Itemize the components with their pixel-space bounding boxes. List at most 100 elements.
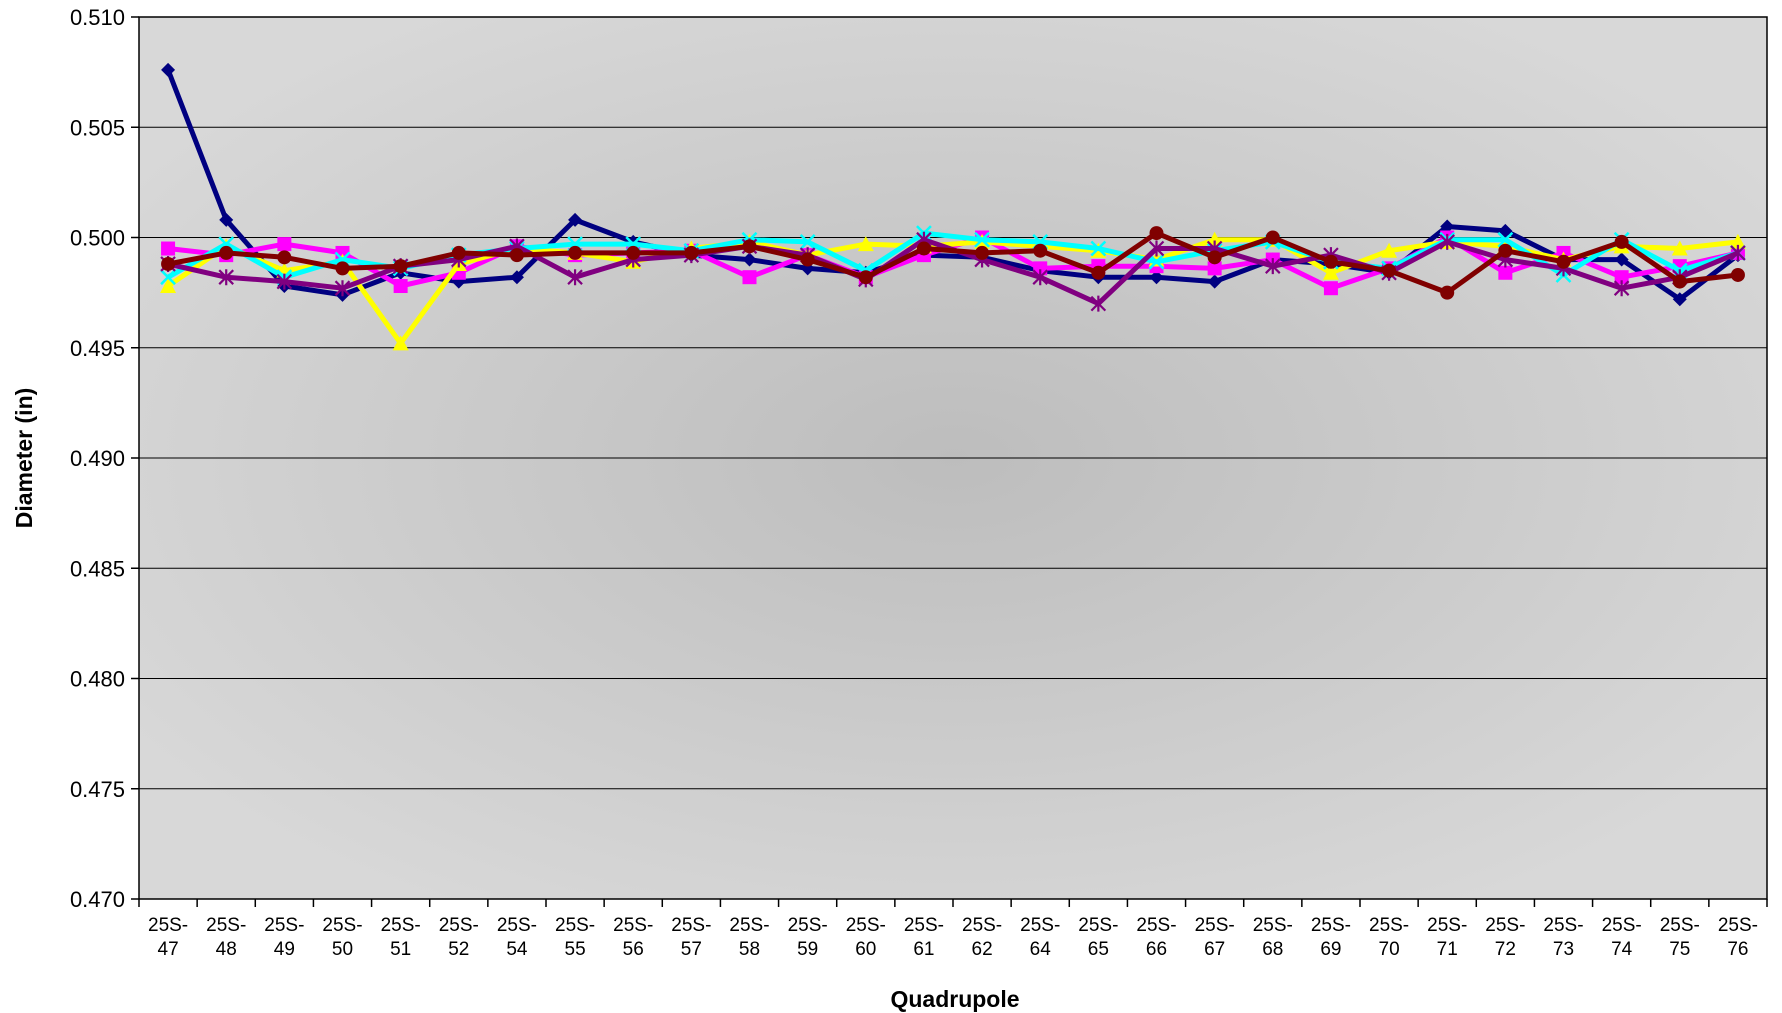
data-point xyxy=(1381,242,1398,258)
y-tick-label: 0.490 xyxy=(70,446,125,471)
data-point xyxy=(393,259,408,274)
data-point xyxy=(161,241,176,256)
y-axis: 0.470 0.475 0.480 0.485 0.490 0.495 0.500 0.505… xyxy=(70,5,139,912)
x-tick-label: 25S-64 xyxy=(1020,915,1060,960)
y-tick-label: 0.470 xyxy=(70,887,125,912)
data-point xyxy=(974,231,990,248)
series-6 xyxy=(161,226,1745,300)
series-layer xyxy=(160,62,1746,351)
data-point xyxy=(1207,261,1222,276)
data-point xyxy=(334,280,351,297)
data-point xyxy=(626,245,641,260)
data-point xyxy=(1091,265,1106,280)
data-point xyxy=(509,270,524,285)
data-point xyxy=(742,270,757,285)
x-tick-label: 25S-68 xyxy=(1253,915,1293,960)
data-point xyxy=(276,273,293,290)
x-tick-label: 25S-72 xyxy=(1485,915,1525,960)
x-tick-label: 25S-74 xyxy=(1602,915,1642,960)
data-point xyxy=(1207,250,1222,265)
data-point xyxy=(392,335,409,351)
x-tick-label: 25S-57 xyxy=(671,915,711,960)
data-point xyxy=(1498,223,1513,238)
data-point xyxy=(1033,243,1048,258)
data-point xyxy=(218,269,234,286)
data-point xyxy=(1265,230,1280,245)
data-point xyxy=(277,237,292,252)
data-point xyxy=(1207,274,1222,289)
x-tick-label: 25S-61 xyxy=(904,915,944,960)
data-point xyxy=(219,245,234,260)
data-point xyxy=(1090,295,1107,312)
series-line xyxy=(167,230,1739,296)
x-tick-label: 25S-76 xyxy=(1718,915,1758,960)
data-point xyxy=(1206,231,1223,247)
x-tick-label: 25S-50 xyxy=(322,915,362,960)
data-point xyxy=(509,248,524,263)
data-point xyxy=(1033,261,1048,276)
y-tick-label: 0.500 xyxy=(70,226,125,251)
data-point xyxy=(161,256,176,271)
data-point xyxy=(1730,267,1745,282)
x-tick-label: 25S-67 xyxy=(1195,915,1235,960)
data-point xyxy=(1614,252,1629,267)
y-tick-label: 0.480 xyxy=(70,667,125,692)
data-point xyxy=(1497,231,1514,248)
data-point xyxy=(1032,269,1048,286)
data-point xyxy=(1322,264,1339,280)
data-point xyxy=(277,250,292,265)
x-tick-label: 25S-48 xyxy=(206,915,246,960)
data-point xyxy=(1614,270,1629,285)
data-point xyxy=(1672,292,1687,307)
data-point xyxy=(1323,254,1338,269)
x-tick-label: 25S-52 xyxy=(439,915,479,960)
data-point xyxy=(161,62,176,77)
data-point xyxy=(1729,233,1746,249)
data-point xyxy=(1498,265,1513,280)
data-point xyxy=(742,252,757,267)
x-tick-label: 25S-58 xyxy=(729,915,769,960)
data-point xyxy=(1556,254,1571,269)
data-point xyxy=(858,270,873,285)
y-tick-label: 0.475 xyxy=(70,777,125,802)
x-tick-label: 25S-51 xyxy=(381,915,421,960)
x-tick-label: 25S-69 xyxy=(1311,915,1351,960)
data-point xyxy=(1440,285,1455,300)
data-point xyxy=(1672,274,1687,289)
x-tick-label: 25S-56 xyxy=(613,915,653,960)
data-point xyxy=(1090,240,1107,257)
data-point xyxy=(857,236,874,252)
x-axis-title: Quadrupole xyxy=(890,986,1019,1012)
data-point xyxy=(393,279,408,294)
x-tick-label: 25S-54 xyxy=(497,915,537,960)
data-point xyxy=(1613,280,1630,297)
x-tick-label: 25S-55 xyxy=(555,915,595,960)
data-point xyxy=(1671,240,1688,256)
x-tick-label: 25S-65 xyxy=(1078,915,1118,960)
data-point xyxy=(1149,270,1164,285)
data-point xyxy=(1498,243,1513,258)
data-point xyxy=(568,212,583,227)
x-tick-label: 25S-49 xyxy=(264,915,304,960)
data-point xyxy=(567,269,583,286)
x-tick-label: 25S-60 xyxy=(846,915,886,960)
data-point xyxy=(684,245,699,260)
data-point xyxy=(916,241,931,256)
data-point xyxy=(160,269,176,286)
data-point xyxy=(742,239,757,254)
series-line xyxy=(166,237,1739,346)
data-point xyxy=(975,245,990,260)
data-point xyxy=(160,278,177,294)
y-tick-label: 0.495 xyxy=(70,336,125,361)
data-point xyxy=(451,245,466,260)
data-point xyxy=(1439,233,1455,250)
data-point xyxy=(1149,226,1164,241)
y-tick-label: 0.505 xyxy=(70,115,125,140)
y-tick-label: 0.485 xyxy=(70,556,125,581)
data-point xyxy=(1265,258,1281,275)
x-axis: 25S-47 25S-48 25S-49 25S-50 25S-51 25S-52 25S-… xyxy=(138,899,1768,960)
data-point xyxy=(1323,281,1338,296)
y-tick-label: 0.510 xyxy=(70,5,125,30)
data-point xyxy=(1730,244,1746,261)
